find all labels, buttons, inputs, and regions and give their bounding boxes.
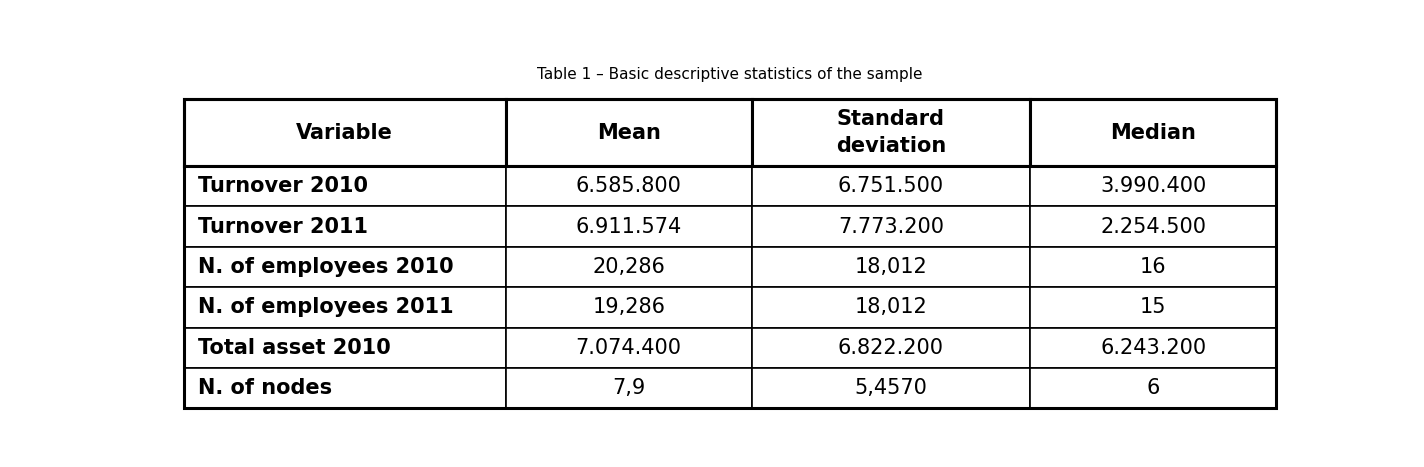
Bar <box>184 206 506 247</box>
Bar <box>506 99 752 166</box>
Bar <box>184 247 506 287</box>
Text: N. of employees 2011: N. of employees 2011 <box>198 297 453 318</box>
Text: Total asset 2010: Total asset 2010 <box>198 338 390 358</box>
Bar <box>752 287 1030 328</box>
Text: 6.822.200: 6.822.200 <box>837 338 944 358</box>
Bar <box>1030 206 1276 247</box>
Bar <box>752 247 1030 287</box>
Text: 18,012: 18,012 <box>854 257 927 277</box>
Bar <box>752 368 1030 409</box>
Bar <box>1030 368 1276 409</box>
Text: 6.243.200: 6.243.200 <box>1101 338 1206 358</box>
Bar <box>184 328 506 368</box>
Text: N. of nodes: N. of nodes <box>198 378 332 398</box>
Text: 15: 15 <box>1141 297 1166 318</box>
Bar <box>184 99 1276 409</box>
Bar <box>184 99 506 166</box>
Bar <box>752 328 1030 368</box>
Bar <box>506 287 752 328</box>
Bar <box>1030 328 1276 368</box>
Text: 6.911.574: 6.911.574 <box>575 217 682 237</box>
Bar <box>752 166 1030 206</box>
Text: Turnover 2010: Turnover 2010 <box>198 176 367 196</box>
Bar <box>1030 247 1276 287</box>
Bar <box>752 99 1030 166</box>
Text: 7.074.400: 7.074.400 <box>575 338 682 358</box>
Text: 20,286: 20,286 <box>592 257 665 277</box>
Text: 7.773.200: 7.773.200 <box>837 217 944 237</box>
Text: 16: 16 <box>1139 257 1166 277</box>
Text: 3.990.400: 3.990.400 <box>1101 176 1206 196</box>
Bar <box>1030 166 1276 206</box>
Text: 19,286: 19,286 <box>592 297 665 318</box>
Bar <box>506 368 752 409</box>
Text: Table 1 – Basic descriptive statistics of the sample: Table 1 – Basic descriptive statistics o… <box>537 66 923 82</box>
Bar <box>184 368 506 409</box>
Text: Standard
deviation: Standard deviation <box>836 109 946 156</box>
Bar <box>506 247 752 287</box>
Text: 2.254.500: 2.254.500 <box>1101 217 1206 237</box>
Text: 5,4570: 5,4570 <box>854 378 927 398</box>
Bar <box>506 328 752 368</box>
Text: Turnover 2011: Turnover 2011 <box>198 217 367 237</box>
Text: Variable: Variable <box>296 122 393 142</box>
Bar <box>184 287 506 328</box>
Bar <box>184 166 506 206</box>
Bar <box>506 166 752 206</box>
Text: 7,9: 7,9 <box>612 378 645 398</box>
Bar <box>1030 99 1276 166</box>
Text: N. of employees 2010: N. of employees 2010 <box>198 257 453 277</box>
Text: 6.751.500: 6.751.500 <box>837 176 944 196</box>
Bar <box>1030 287 1276 328</box>
Text: Mean: Mean <box>597 122 661 142</box>
Text: 6: 6 <box>1146 378 1161 398</box>
Text: Median: Median <box>1111 122 1196 142</box>
Bar <box>752 206 1030 247</box>
Text: 18,012: 18,012 <box>854 297 927 318</box>
Text: 6.585.800: 6.585.800 <box>575 176 682 196</box>
Bar <box>506 206 752 247</box>
